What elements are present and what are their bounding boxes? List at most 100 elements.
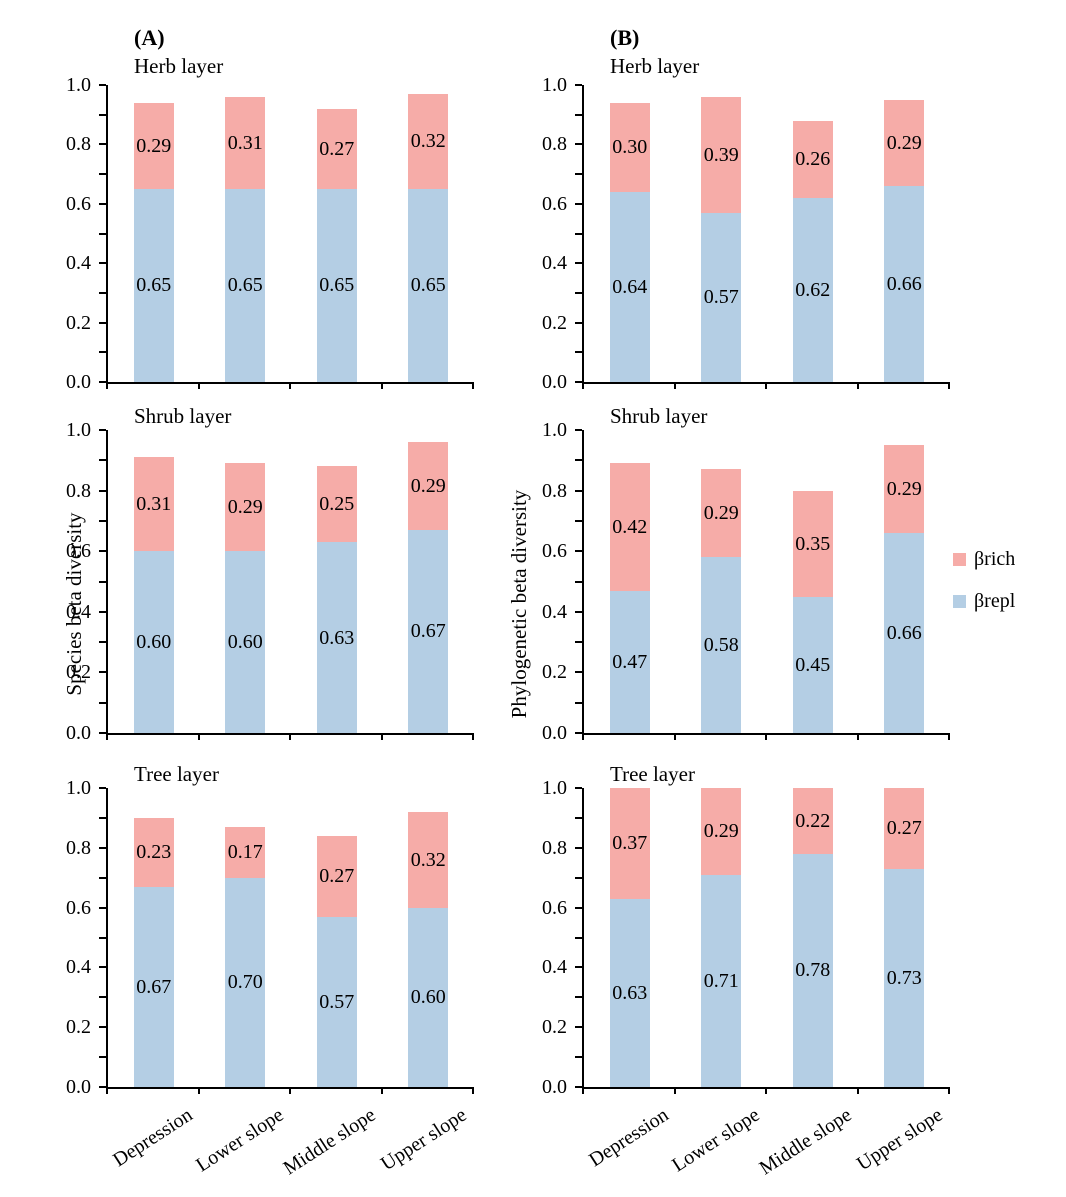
- y-tick-mark: [575, 787, 582, 789]
- y-tick-mark: [99, 459, 106, 462]
- y-tick-mark: [575, 936, 582, 939]
- chart-title: Tree layer: [610, 762, 695, 786]
- bar-segment-repl: [225, 877, 266, 1087]
- bar-segment-rich: [609, 463, 650, 591]
- x-tick-mark: [673, 733, 676, 740]
- bar-segment-repl: [609, 191, 650, 382]
- x-tick-mark: [765, 382, 767, 389]
- bar-segment-rich: [133, 817, 174, 887]
- x-tick-mark: [582, 1087, 584, 1094]
- y-tick-label: 0.8: [542, 133, 567, 156]
- y-tick-mark: [575, 876, 582, 879]
- y-tick-mark: [99, 906, 106, 909]
- bar-segment-rich: [408, 811, 449, 908]
- y-tick-mark: [99, 232, 106, 235]
- y-tick-mark: [99, 1086, 106, 1088]
- y-tick-mark: [99, 429, 106, 431]
- y-tick-mark: [575, 321, 582, 324]
- bar-value-label-rich: 0.29: [227, 496, 263, 519]
- bar-segment-rich: [609, 788, 650, 899]
- bar-value-label-rich: 0.26: [795, 148, 831, 171]
- y-tick-mark: [575, 84, 582, 86]
- bar-value-label-rich: 0.25: [319, 493, 355, 516]
- y-tick-mark: [575, 996, 582, 999]
- y-tick-mark: [99, 113, 106, 116]
- bar-value-label-rich: 0.32: [410, 848, 446, 871]
- bar-segment-rich: [133, 102, 174, 189]
- bar-value-label-repl: 0.45: [795, 653, 831, 676]
- y-tick-mark: [99, 966, 106, 969]
- y-tick-mark: [575, 173, 582, 176]
- y-tick-mark: [575, 519, 582, 522]
- legend-item-beta-rich: βrich: [953, 548, 1015, 570]
- x-tick-mark: [197, 382, 200, 389]
- y-tick-mark: [575, 641, 582, 644]
- x-tick-mark: [289, 1087, 291, 1094]
- legend-label-beta-repl: βrepl: [974, 590, 1016, 612]
- y-tick-mark: [575, 1086, 582, 1088]
- y-tick-mark: [575, 701, 582, 704]
- y-tick-mark: [575, 1026, 582, 1029]
- bar-segment-rich: [792, 120, 833, 198]
- legend-label-beta-rich: βrich: [974, 548, 1016, 570]
- bar-value-label-repl: 0.60: [227, 631, 263, 654]
- x-tick-mark: [197, 1087, 200, 1094]
- x-tick-mark: [472, 733, 474, 740]
- x-tick-mark: [289, 382, 291, 389]
- y-tick-mark: [99, 701, 106, 704]
- bar-segment-rich: [701, 96, 742, 213]
- bar-value-label-rich: 0.27: [886, 817, 922, 840]
- y-tick-mark: [99, 84, 106, 86]
- bar-value-label-rich: 0.17: [227, 841, 263, 864]
- x-tick-mark: [582, 382, 584, 389]
- bar-segment-rich: [884, 99, 925, 186]
- y-tick-label: 0.2: [542, 311, 567, 334]
- bar-value-label-repl: 0.63: [319, 626, 355, 649]
- bar-segment-repl: [133, 551, 174, 733]
- bar-segment-rich: [408, 93, 449, 189]
- bar-value-label-repl: 0.78: [795, 959, 831, 982]
- y-tick-mark: [575, 262, 582, 265]
- bar-value-label-rich: 0.30: [612, 136, 648, 159]
- bar-segment-repl: [884, 185, 925, 382]
- y-tick-mark: [99, 1026, 106, 1029]
- y-tick-mark: [575, 550, 582, 553]
- y-tick-label: 0.6: [66, 540, 91, 563]
- y-tick-mark: [575, 381, 582, 383]
- bar-segment-rich: [316, 108, 357, 189]
- bar-value-label-repl: 0.57: [703, 286, 739, 309]
- bar-segment-rich: [225, 463, 266, 552]
- y-tick-mark: [575, 846, 582, 849]
- y-tick-label: 0.6: [542, 192, 567, 215]
- y-tick-label: 0.8: [66, 133, 91, 156]
- bar-value-label-repl: 0.67: [410, 620, 446, 643]
- bar-value-label-repl: 0.65: [410, 274, 446, 297]
- y-axis-line: [106, 85, 108, 382]
- x-tick-mark: [673, 1087, 676, 1094]
- bar-segment-repl: [701, 874, 742, 1087]
- x-tick-mark: [380, 1087, 383, 1094]
- bar-value-label-rich: 0.29: [703, 502, 739, 525]
- beta-rich-swatch-icon: [953, 552, 966, 566]
- chart-title: Shrub layer: [134, 404, 232, 428]
- bar-segment-repl: [609, 590, 650, 733]
- bar-segment-repl: [792, 596, 833, 733]
- y-tick-label: 1.0: [542, 419, 567, 441]
- x-tick-mark: [380, 733, 383, 740]
- bar-value-label-rich: 0.29: [886, 131, 922, 154]
- x-tick-mark: [289, 733, 291, 740]
- bar-segment-rich: [133, 457, 174, 552]
- y-tick-mark: [575, 1056, 582, 1059]
- bar-segment-rich: [408, 442, 449, 530]
- y-tick-mark: [575, 113, 582, 116]
- bar-value-label-repl: 0.71: [703, 969, 739, 992]
- bar-value-label-rich: 0.22: [795, 809, 831, 832]
- y-tick-label: 0.6: [66, 192, 91, 215]
- y-tick-mark: [575, 143, 582, 146]
- bar-value-label-rich: 0.32: [410, 130, 446, 153]
- bar-segment-repl: [884, 868, 925, 1087]
- bar-value-label-repl: 0.65: [319, 274, 355, 297]
- y-axis-line: [582, 430, 584, 733]
